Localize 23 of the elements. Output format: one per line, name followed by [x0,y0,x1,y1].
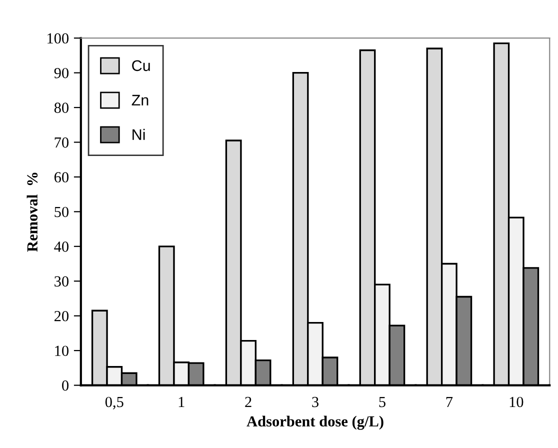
y-tick-label: 30 [54,276,69,287]
x-tick-label: 0,5 [105,396,124,410]
legend-label: Zn [132,94,148,106]
x-tick-label: 5 [379,396,386,408]
y-tick-label: 40 [54,242,69,252]
x-tick-label: 10 [510,396,524,408]
legend-label: Cu [132,60,150,72]
y-tick-label: 70 [54,137,69,148]
y-tick-label: 60 [54,172,69,182]
legend-label: Ni [132,128,145,140]
x-tick-label: 3 [312,396,318,408]
x-tick-label: 1 [178,396,184,407]
x-tick-label: 7 [446,396,453,407]
y-tick-label: 90 [54,68,69,78]
y-tick-label: 50 [54,206,69,218]
y-axis-title: Removal % [26,172,38,252]
y-tick-label: 0 [62,380,69,391]
y-tick-label: 10 [55,346,69,356]
x-tick-label: 2 [245,396,252,407]
y-tick-label: 100 [48,33,69,44]
y-tick-label: 20 [54,310,69,322]
x-axis-title: Adsorbent dose (g/L) [246,416,384,430]
y-tick-label: 80 [54,102,69,113]
